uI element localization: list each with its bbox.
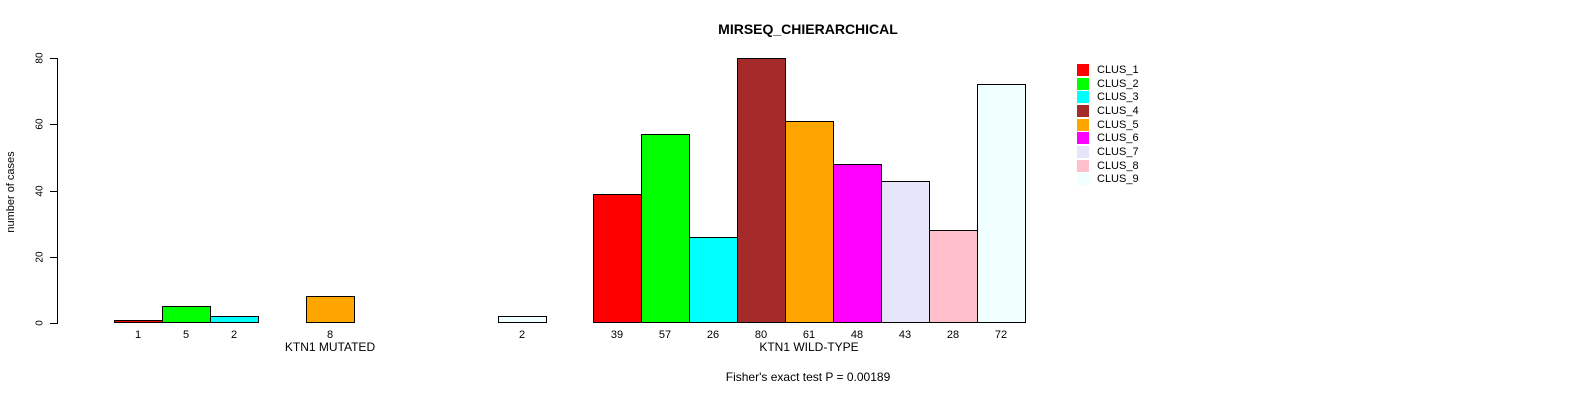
bar-clus_5-group1 (306, 296, 355, 323)
y-tick-80 (50, 58, 58, 59)
bar-clus_2-group2 (641, 134, 690, 323)
y-tick-label-60: 60 (34, 118, 46, 130)
bar-value-label: 43 (898, 329, 912, 341)
legend-swatch-icon (1077, 145, 1089, 158)
bar-value-label: 8 (326, 329, 334, 341)
bar-value-label: 28 (946, 329, 960, 341)
legend: CLUS_1 CLUS_2 CLUS_3 CLUS_4 CLUS_5 CLUS_6 CLUS… (1077, 63, 1139, 186)
legend-label: CLUS_9 (1097, 173, 1139, 186)
legend-swatch-icon (1077, 104, 1089, 117)
legend-swatch-icon (1077, 77, 1089, 90)
legend-item-clus_1: CLUS_1 (1077, 63, 1139, 77)
legend-item-clus_4: CLUS_4 (1077, 104, 1139, 118)
y-tick-label-80: 80 (34, 52, 46, 64)
bar-clus_1-group1 (114, 320, 163, 323)
legend-swatch-icon (1077, 159, 1089, 172)
bar-clus_3-group1 (210, 316, 259, 323)
y-tick-label-40: 40 (34, 184, 46, 197)
legend-item-clus_7: CLUS_7 (1077, 145, 1139, 159)
bar-clus_2-group1 (162, 306, 211, 323)
legend-swatch-icon (1077, 118, 1089, 131)
bar-value-label: 80 (754, 329, 768, 341)
legend-item-clus_5: CLUS_5 (1077, 118, 1139, 132)
bar-clus_4-group2 (737, 58, 786, 323)
chart-title: MIRSEQ_CHIERARCHICAL (718, 21, 898, 37)
legend-label: CLUS_2 (1097, 77, 1139, 90)
legend-label: CLUS_7 (1097, 145, 1139, 158)
fisher-test-annotation: Fisher's exact test P = 0.00189 (725, 370, 891, 384)
bar-value-label: 39 (610, 329, 624, 341)
y-tick-0 (50, 323, 58, 324)
bar-value-label: 1 (134, 329, 142, 341)
legend-swatch-icon (1077, 91, 1089, 104)
legend-swatch-icon (1077, 132, 1089, 145)
bar-clus_7-group2 (881, 181, 930, 323)
bar-value-label: 2 (518, 329, 526, 341)
x-axis-label-mutated: KTN1 MUTATED (284, 340, 376, 354)
bar-clus_9-group1 (498, 316, 547, 323)
bar-value-label: 72 (994, 329, 1008, 341)
y-axis-label: number of cases (5, 151, 17, 233)
legend-label: CLUS_3 (1097, 91, 1139, 104)
legend-label: CLUS_6 (1097, 132, 1139, 145)
legend-label: CLUS_8 (1097, 159, 1139, 172)
y-tick-label-20: 20 (34, 251, 46, 263)
bar-value-label: 2 (230, 329, 238, 341)
bar-clus_5-group2 (785, 121, 834, 323)
legend-item-clus_2: CLUS_2 (1077, 77, 1139, 91)
legend-label: CLUS_5 (1097, 118, 1139, 131)
legend-item-clus_3: CLUS_3 (1077, 90, 1139, 104)
legend-label: CLUS_4 (1097, 104, 1139, 117)
bar-clus_1-group2 (593, 194, 642, 323)
legend-swatch-icon (1077, 173, 1089, 186)
x-axis-label-wildtype: KTN1 WILD-TYPE (759, 340, 859, 354)
legend-item-clus_9: CLUS_9 (1077, 173, 1139, 187)
legend-swatch-icon (1077, 63, 1089, 76)
bar-clus_9-group2 (977, 84, 1026, 323)
legend-item-clus_6: CLUS_6 (1077, 131, 1139, 145)
bar-value-label: 61 (802, 329, 816, 341)
bar-clus_8-group2 (929, 230, 978, 323)
y-tick-60 (50, 124, 58, 126)
bar-clus_6-group2 (833, 164, 882, 323)
bar-value-label: 26 (706, 329, 720, 341)
bar-value-label: 48 (850, 329, 864, 341)
y-tick-20 (50, 256, 58, 258)
legend-item-clus_8: CLUS_8 (1077, 159, 1139, 173)
bar-value-label: 57 (658, 329, 672, 341)
bar-clus_3-group2 (689, 237, 738, 323)
y-tick-40 (50, 190, 58, 192)
legend-label: CLUS_1 (1097, 63, 1139, 76)
bar-value-label: 5 (182, 329, 190, 341)
y-tick-label-0: 0 (34, 320, 46, 326)
